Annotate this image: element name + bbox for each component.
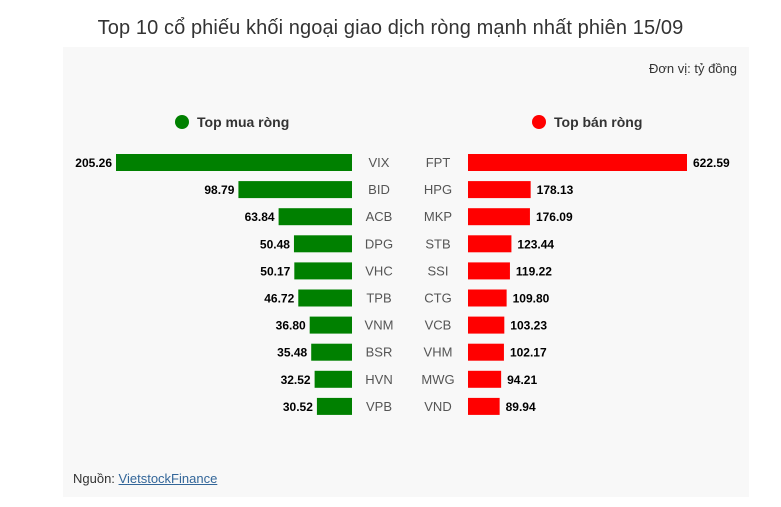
sell-ticker-label: VHM (424, 345, 453, 360)
legend-buy: Top mua ròng (175, 114, 289, 130)
buy-ticker-label: BSR (366, 345, 393, 360)
buy-ticker-label: ACB (366, 209, 393, 224)
sell-bar (468, 154, 687, 171)
sell-value-label: 89.94 (506, 400, 536, 414)
buy-ticker-label: VHC (365, 263, 392, 278)
buy-ticker-label: BID (368, 182, 390, 197)
unit-label: Đơn vị: tỷ đồng (648, 61, 737, 76)
sell-bar (468, 262, 510, 280)
source-link[interactable]: VietstockFinance (118, 471, 218, 486)
source-line: Nguồn: VietstockFinance (73, 471, 217, 486)
buy-value-label: 46.72 (264, 292, 294, 306)
buy-value-label: 50.48 (260, 237, 290, 251)
buy-ticker-label: DPG (365, 236, 393, 251)
sell-ticker-label: MKP (424, 209, 452, 224)
chart-title: Top 10 cổ phiếu khối ngoại giao dịch ròn… (97, 17, 684, 39)
legend-buy-label: Top mua ròng (197, 114, 290, 130)
sell-value-label: 94.21 (507, 373, 537, 387)
buy-bar (238, 181, 352, 199)
buy-ticker-label: TPB (366, 291, 391, 306)
sell-value-label: 103.23 (510, 319, 547, 333)
sell-bar (468, 343, 504, 361)
sell-ticker-label: VCB (425, 318, 452, 333)
buy-bar (278, 208, 352, 226)
legend-sell: Top bán ròng (532, 114, 642, 130)
sell-value-label: 102.17 (510, 346, 547, 360)
sell-ticker-label: SSI (428, 263, 449, 278)
source-prefix: Nguồn: (73, 471, 119, 486)
buy-bar (309, 316, 352, 334)
legend-sell-dot (532, 115, 546, 129)
sell-bar (468, 181, 531, 199)
buy-bar (311, 343, 352, 361)
buy-ticker-label: HVN (365, 372, 392, 387)
sell-ticker-label: VND (424, 399, 451, 414)
buy-ticker-label: VIX (369, 155, 390, 170)
buy-bar (116, 154, 352, 171)
sell-value-label: 622.59 (693, 156, 730, 170)
buy-bar (314, 370, 352, 388)
sell-bar (468, 289, 507, 307)
sell-value-label: 176.09 (536, 210, 573, 224)
buy-bar (294, 262, 352, 280)
buy-value-label: 98.79 (204, 183, 234, 197)
sell-ticker-label: CTG (424, 291, 451, 306)
sell-value-label: 109.80 (513, 292, 550, 306)
buy-bar (293, 235, 352, 253)
buy-ticker-label: VNM (365, 318, 394, 333)
legend-sell-label: Top bán ròng (554, 114, 643, 130)
buy-value-label: 63.84 (245, 210, 275, 224)
buy-value-label: 50.17 (260, 264, 290, 278)
sell-bar (468, 370, 502, 388)
sell-bar (468, 397, 500, 415)
sell-value-label: 178.13 (537, 183, 574, 197)
buy-value-label: 30.52 (283, 400, 313, 414)
sell-value-label: 123.44 (517, 237, 554, 251)
sell-bar (468, 235, 512, 253)
sell-ticker-label: MWG (421, 372, 454, 387)
buy-bar (316, 397, 352, 415)
sell-ticker-label: FPT (426, 155, 451, 170)
sell-bar (468, 316, 505, 334)
buy-value-label: 36.80 (276, 319, 306, 333)
buy-ticker-label: VPB (366, 399, 392, 414)
legend-buy-dot (175, 115, 189, 129)
buy-value-label: 35.48 (277, 346, 307, 360)
sell-value-label: 119.22 (516, 264, 552, 278)
sell-ticker-label: HPG (424, 182, 452, 197)
buy-bar (298, 289, 352, 307)
sell-ticker-label: STB (425, 236, 450, 251)
buy-value-label: 32.52 (281, 373, 311, 387)
sell-bar (468, 208, 530, 226)
buy-value-label: 205.26 (75, 156, 112, 170)
